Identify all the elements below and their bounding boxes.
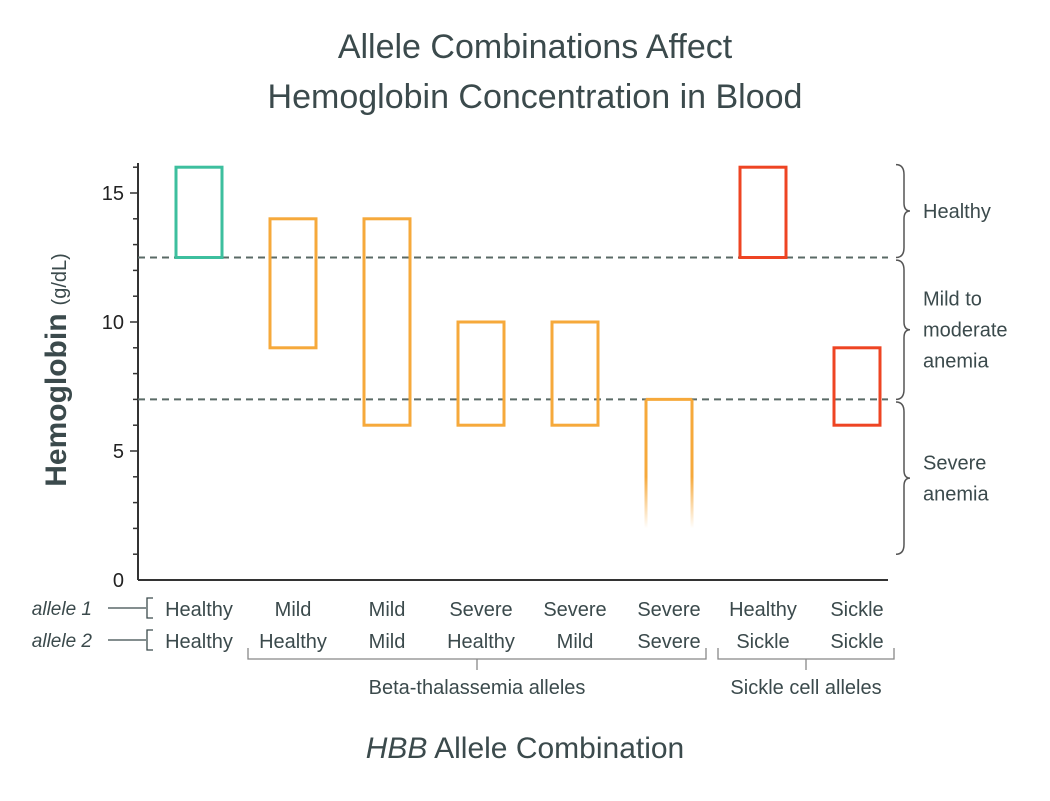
range-label: anemia xyxy=(923,484,989,506)
allele1-label: Mild xyxy=(275,599,312,621)
range-label: moderate xyxy=(923,320,1008,342)
allele1-label: Healthy xyxy=(165,599,233,621)
allele2-label: Mild xyxy=(557,631,594,653)
allele1-label: Severe xyxy=(637,599,700,621)
range-label: Mild to xyxy=(923,289,982,311)
allele2-label: Healthy xyxy=(165,631,233,653)
y-axis-title-unit: (g/dL) xyxy=(49,253,71,305)
range-bar xyxy=(456,320,506,427)
row-label: allele 1 xyxy=(32,599,92,620)
y-tick-label: 10 xyxy=(102,312,124,334)
allele1-label: Sickle xyxy=(830,599,883,621)
row-label: allele 2 xyxy=(32,631,93,652)
range-bar-right-side xyxy=(690,399,694,529)
allele2-label: Sickle xyxy=(830,631,883,653)
chart-title: Allele Combinations Affect Hemoglobin Co… xyxy=(0,22,1050,122)
range-bar-left-side xyxy=(644,399,648,529)
allele1-label: Severe xyxy=(449,599,512,621)
group-label: Beta-thalassemia alleles xyxy=(369,677,586,699)
y-axis-title-main: Hemoglobin xyxy=(40,313,73,486)
y-tick-label: 15 xyxy=(102,183,124,205)
allele1-label: Mild xyxy=(369,599,406,621)
y-axis-title: Hemoglobin (g/dL) xyxy=(40,253,73,487)
range-brace xyxy=(895,163,911,259)
y-tick-label: 5 xyxy=(113,441,124,463)
range-bar xyxy=(832,346,882,427)
x-axis-title: HBB Allele Combination xyxy=(0,732,1050,766)
group-label: Sickle cell alleles xyxy=(730,677,881,699)
x-axis-title-gene: HBB xyxy=(365,732,428,765)
allele2-label: Healthy xyxy=(447,631,515,653)
range-brace xyxy=(895,401,911,555)
allele2-label: Mild xyxy=(369,631,406,653)
range-label: anemia xyxy=(923,351,989,373)
y-tick-label: 0 xyxy=(113,570,124,592)
allele2-label: Healthy xyxy=(259,631,327,653)
range-bar xyxy=(268,217,318,350)
range-label: Severe xyxy=(923,453,986,475)
allele1-label: Severe xyxy=(543,599,606,621)
range-bar xyxy=(550,320,600,427)
range-brace xyxy=(895,259,911,401)
allele2-label: Severe xyxy=(637,631,700,653)
chart-title-line-1: Allele Combinations Affect xyxy=(337,28,733,66)
range-label: Healthy xyxy=(923,201,991,223)
allele1-label: Healthy xyxy=(729,599,797,621)
range-bar xyxy=(174,165,224,259)
range-bar xyxy=(362,217,412,427)
allele2-label: Sickle xyxy=(736,631,789,653)
row-label-bracket xyxy=(146,597,153,619)
row-label-bracket xyxy=(146,629,153,651)
range-bar xyxy=(738,165,788,259)
chart-title-line-2: Hemoglobin Concentration in Blood xyxy=(267,78,803,116)
x-axis-title-rest: Allele Combination xyxy=(434,732,685,765)
